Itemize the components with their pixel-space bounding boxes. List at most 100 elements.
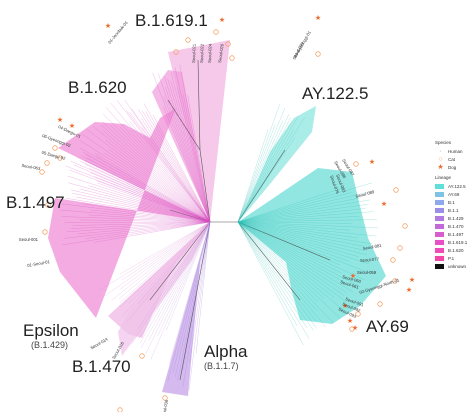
clade-sublabel-alpha: (B.1.1.7) [204, 361, 239, 371]
tree-branch [104, 152, 211, 223]
legend-lineage-item: AY.69 [435, 191, 474, 198]
tree-branch [237, 211, 374, 223]
tree-branch [237, 216, 360, 223]
tree-branch [183, 94, 211, 223]
tree-branch [110, 102, 211, 223]
tree-branch [61, 203, 211, 223]
tree-branch [61, 221, 211, 246]
tree-branch [237, 221, 367, 251]
tree-branch [102, 121, 211, 223]
clade-label-ay69: AY.69 [366, 317, 409, 336]
wedge-alpha [162, 222, 210, 396]
legend-lineage-title: Lineage [435, 175, 452, 180]
tree-branch [237, 221, 310, 339]
tree-branch [167, 221, 211, 382]
cat-marker-icon [390, 257, 396, 263]
tree-branch [170, 71, 211, 223]
tree-branch [69, 169, 211, 223]
dog-marker-icon: ★ [381, 200, 387, 208]
dog-marker-icon: ★ [350, 272, 356, 280]
tree-branch [77, 221, 211, 235]
tree-branch [75, 196, 211, 223]
legend-lineage-label: B.1.620 [448, 248, 464, 253]
tip-label: Seoul-061 [340, 279, 360, 290]
tree-branch [237, 221, 325, 299]
clade-label-epsilon: Epsilon [23, 321, 79, 340]
cat-marker-icon [57, 155, 63, 161]
tree-branch [237, 199, 371, 223]
tree-branch [129, 111, 211, 223]
tree-branch [89, 168, 211, 223]
tree-branch [237, 117, 291, 223]
tree-branch [237, 221, 317, 329]
tree-branch [164, 76, 211, 223]
tree-branch [142, 135, 211, 223]
cat-marker-icon [349, 326, 355, 332]
tree-branch [237, 192, 352, 223]
tip-label: Seoul-001 [19, 237, 39, 242]
tree-branch [105, 139, 211, 223]
legend-lineage-item: B.1.1 [435, 207, 474, 214]
legend-species-cat: ○ Cat [438, 156, 456, 163]
tree-branch [119, 221, 211, 308]
cat-marker-icon [397, 245, 403, 251]
clade-label-alpha: Alpha [204, 342, 248, 361]
tree-branch [87, 157, 211, 223]
tree-branch [124, 99, 211, 223]
tree-branch [71, 189, 211, 223]
tree-branch [237, 221, 373, 245]
tree-branch [237, 137, 295, 223]
legend-lineage-item: B.1.429 [435, 215, 474, 222]
tree-branch [237, 221, 314, 331]
legend-lineage-item: B.1.470 [435, 223, 474, 230]
dog-marker-icon: ★ [315, 14, 321, 22]
tree-branch [237, 221, 346, 284]
tree-branch [179, 64, 211, 223]
tip-label: 05-Daegu-02 [41, 150, 67, 161]
tip-label: Seoul-081 [362, 243, 382, 251]
cat-marker-icon [45, 202, 51, 208]
fan-lines [60, 64, 378, 391]
tree-branch [166, 221, 211, 331]
tree-branch [105, 107, 211, 223]
tree-branch [237, 197, 361, 223]
legend-species-title: Species [435, 140, 452, 145]
tree-branch [129, 121, 211, 223]
ring-icon: ○ [438, 156, 443, 163]
tree-branch [182, 221, 211, 371]
tree-branch [110, 125, 211, 223]
tree-branch [138, 221, 211, 340]
legend-species-human: · Human [435, 148, 474, 155]
tree-branch [86, 129, 211, 223]
tree-branch [237, 219, 377, 223]
tree-branch [85, 160, 211, 223]
tree-branch [157, 221, 211, 337]
tree-branch [99, 221, 211, 291]
tree-branch [237, 221, 377, 237]
tree-branch [177, 221, 211, 382]
cat-marker-icon [393, 187, 399, 193]
legend-lineage-label: P.1 [448, 256, 455, 261]
tree-branch [237, 129, 295, 223]
tree-branch [237, 117, 305, 223]
tree-branch [237, 221, 369, 273]
legend-lineage-label: B.1.497 [448, 232, 464, 237]
tree-branch [68, 182, 211, 223]
legend-swatch [435, 200, 444, 205]
tree-branch [237, 221, 334, 324]
tree-branch [237, 104, 280, 223]
tree-branch [158, 73, 211, 223]
legend: Species · Human ○ Cat ★ Dog Lineage AY.1… [435, 140, 473, 270]
tree-branch [237, 116, 299, 223]
legend-lineage-label: AY.69 [448, 192, 460, 197]
tree-branch [101, 124, 211, 223]
clade-sublabel-epsilon: (B.1.429) [31, 340, 69, 350]
tip-label: 03-Gyeonggi-01 [293, 29, 313, 58]
tree-branch [60, 209, 211, 223]
legend-swatch [435, 232, 444, 237]
tree-branch [79, 219, 211, 223]
tree-branch [71, 192, 211, 223]
tree-branch [237, 221, 366, 281]
cat-marker-icon [353, 161, 359, 167]
